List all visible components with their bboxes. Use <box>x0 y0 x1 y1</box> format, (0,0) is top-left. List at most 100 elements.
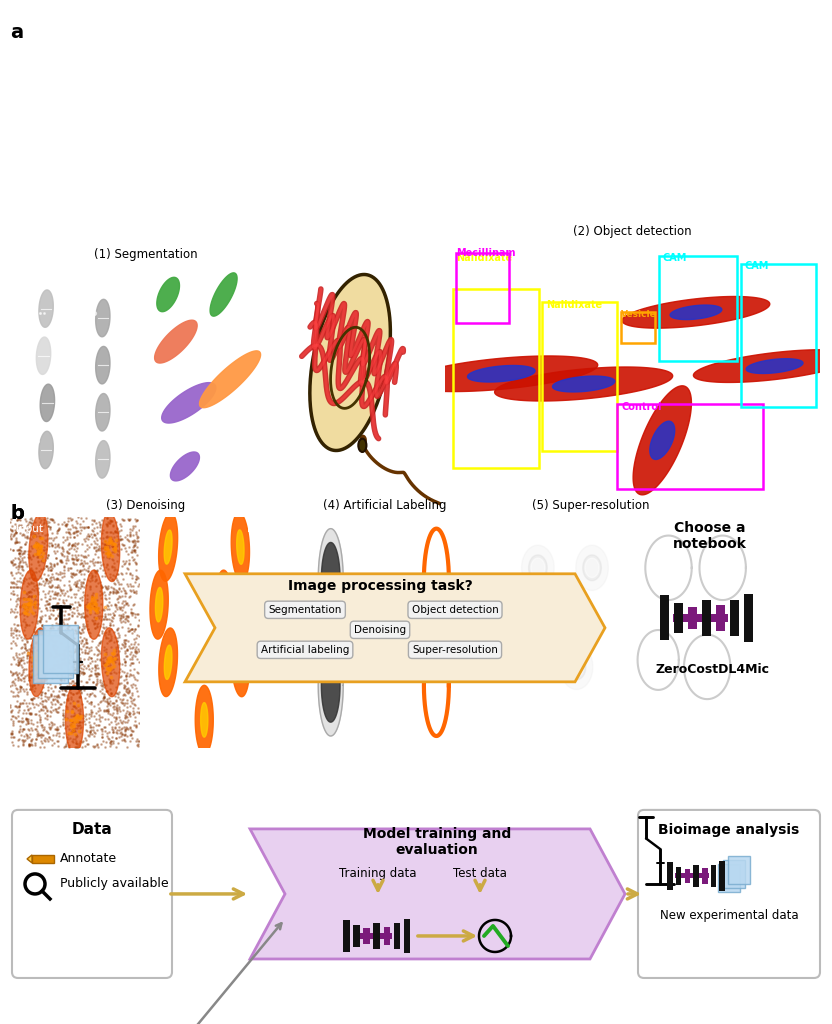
Point <box>69 543 82 559</box>
Point <box>115 595 128 611</box>
Point <box>80 519 93 536</box>
Point <box>97 655 110 672</box>
Point <box>96 544 109 560</box>
Point <box>125 677 138 693</box>
Point <box>57 514 71 530</box>
Point <box>96 536 109 552</box>
Point <box>12 653 26 670</box>
Point <box>107 651 121 668</box>
Point <box>26 548 39 564</box>
Point <box>72 714 85 730</box>
Point <box>88 662 102 678</box>
Polygon shape <box>220 588 227 622</box>
Point <box>33 727 47 743</box>
Point <box>19 711 32 727</box>
Point <box>27 527 41 544</box>
Point <box>92 600 105 616</box>
Point <box>130 643 143 659</box>
Point <box>60 524 73 541</box>
Point <box>62 721 76 737</box>
Point <box>38 574 52 591</box>
Point <box>37 511 51 527</box>
Point <box>87 594 100 610</box>
Point <box>90 592 103 608</box>
Point <box>45 699 58 716</box>
Point <box>126 542 139 558</box>
Point <box>27 538 41 554</box>
Point <box>106 580 120 596</box>
Point <box>22 736 36 753</box>
Point <box>107 606 121 623</box>
Point <box>113 690 126 707</box>
Point <box>12 655 26 672</box>
Point <box>77 558 90 574</box>
Point <box>109 692 122 709</box>
Point <box>18 599 32 615</box>
Point <box>19 668 32 684</box>
Point <box>72 645 86 662</box>
Point <box>100 653 113 670</box>
Point <box>117 726 131 742</box>
Point <box>25 720 38 736</box>
Point <box>30 642 43 658</box>
Point <box>7 527 20 544</box>
Point <box>22 737 35 754</box>
Point <box>118 588 131 604</box>
Point <box>72 666 85 682</box>
Point <box>104 685 117 701</box>
Point <box>67 714 80 730</box>
Point <box>118 677 131 693</box>
Point <box>55 655 68 672</box>
Point <box>120 648 133 665</box>
Point <box>37 656 50 673</box>
Point <box>43 591 57 607</box>
Text: New experimental data: New experimental data <box>660 909 799 923</box>
Point <box>117 679 131 695</box>
Point <box>100 539 113 555</box>
Point <box>27 716 40 732</box>
Text: NN: NN <box>737 524 752 535</box>
Point <box>64 582 77 598</box>
Point <box>67 708 81 724</box>
Point <box>60 729 73 745</box>
Point <box>106 722 120 738</box>
Point <box>98 607 111 624</box>
Point <box>51 666 64 682</box>
Point <box>120 530 133 547</box>
Point <box>102 724 116 740</box>
Point <box>30 537 43 553</box>
Bar <box>718 864 740 892</box>
Point <box>34 602 47 618</box>
Point <box>100 528 113 545</box>
Point <box>36 552 49 568</box>
Point <box>26 645 39 662</box>
Point <box>118 707 131 723</box>
Point <box>62 678 76 694</box>
Point <box>17 597 31 613</box>
Point <box>130 513 143 529</box>
Point <box>118 727 131 743</box>
Point <box>65 700 78 717</box>
Point <box>116 536 129 552</box>
Point <box>27 696 40 713</box>
Polygon shape <box>513 639 542 681</box>
Point <box>91 537 104 553</box>
Point <box>75 565 88 582</box>
Point <box>32 689 45 706</box>
Point <box>111 715 125 731</box>
Point <box>45 620 58 636</box>
Point <box>22 738 36 755</box>
Point <box>10 622 23 638</box>
Point <box>26 691 39 708</box>
Point <box>61 584 74 600</box>
Text: (5) Super-resolution: (5) Super-resolution <box>532 499 650 512</box>
Point <box>4 724 17 740</box>
Point <box>98 627 111 643</box>
Point <box>48 586 62 602</box>
Point <box>13 696 27 713</box>
Point <box>26 605 39 622</box>
Point <box>97 652 110 669</box>
Point <box>128 634 141 650</box>
Point <box>6 566 19 583</box>
Polygon shape <box>201 702 208 737</box>
